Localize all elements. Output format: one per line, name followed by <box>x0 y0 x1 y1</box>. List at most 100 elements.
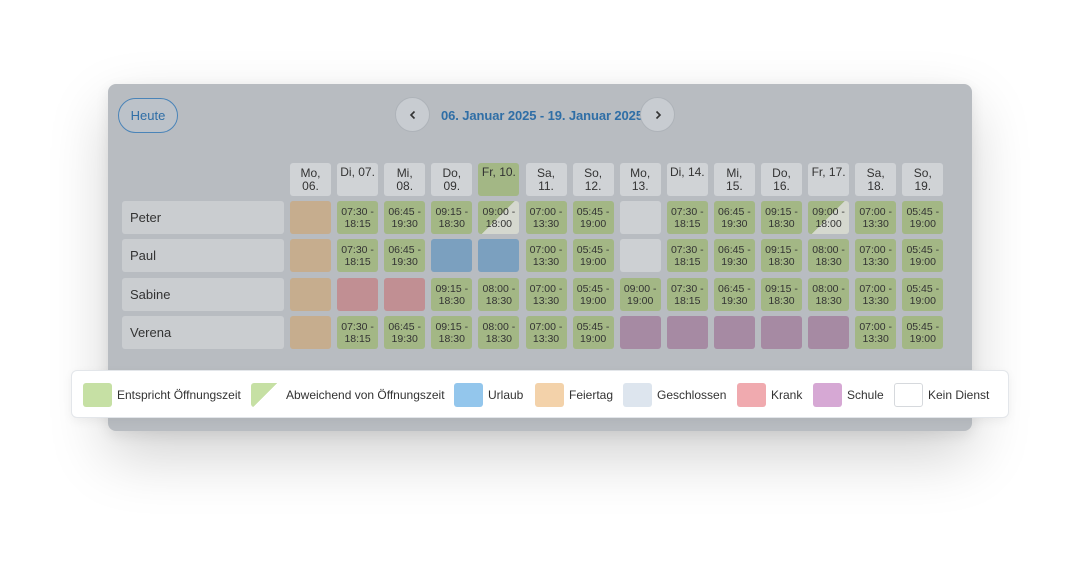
shift-cell-open[interactable]: 05:45 -19:00 <box>902 316 944 349</box>
shift-cell-open[interactable]: 08:00 -18:30 <box>808 278 850 311</box>
shift-end-time: 19:30 <box>721 255 748 268</box>
day-header-line2: 16. <box>773 178 790 193</box>
shift-cell-abweichend[interactable]: 09:00 -18:00 <box>808 201 850 234</box>
shift-start-time: 07:00 - <box>859 320 893 333</box>
shift-cell-open[interactable]: 07:30 -18:15 <box>337 201 379 234</box>
shift-cell-open[interactable]: 07:00 -13:30 <box>855 316 897 349</box>
shift-cell-open[interactable]: 07:00 -13:30 <box>525 239 567 272</box>
shift-cell-open[interactable]: 07:30 -18:15 <box>666 239 708 272</box>
shift-cell-open[interactable]: 07:00 -13:30 <box>525 278 567 311</box>
shift-cell-open[interactable]: 08:00 -18:30 <box>478 278 520 311</box>
shift-cell-open[interactable]: 09:15 -18:30 <box>761 239 802 272</box>
shift-end-time: 13:30 <box>862 332 889 345</box>
shift-cell-open[interactable]: 06:45 -19:30 <box>713 201 755 234</box>
next-period-button[interactable] <box>640 97 675 132</box>
shift-end-time: 19:30 <box>391 255 418 268</box>
shift-cell-schule[interactable] <box>713 316 755 349</box>
shift-cell-open[interactable]: 09:15 -18:30 <box>431 201 473 234</box>
day-header: Di, 07. <box>337 163 379 196</box>
shift-cell-open[interactable]: 07:00 -13:30 <box>855 278 897 311</box>
shift-cell-feiertag[interactable] <box>290 201 331 234</box>
shift-cell-open[interactable]: 09:15 -18:30 <box>761 278 802 311</box>
shift-end-time: 19:30 <box>721 217 748 230</box>
employee-name: Peter <box>122 201 284 234</box>
shift-cell-open[interactable]: 07:00 -13:30 <box>525 316 567 349</box>
shift-cell-open[interactable]: 07:00 -13:30 <box>525 201 567 234</box>
shift-cell-urlaub[interactable] <box>431 239 473 272</box>
shift-cell-open[interactable]: 06:45 -19:30 <box>384 201 426 234</box>
shift-cell-feiertag[interactable] <box>290 239 331 272</box>
shift-cell-open[interactable]: 05:45 -19:00 <box>902 239 944 272</box>
shift-cell-open[interactable]: 09:00 -19:00 <box>619 278 661 311</box>
shift-cell-open[interactable]: 05:45 -19:00 <box>572 278 614 311</box>
shift-cell-feiertag[interactable] <box>290 278 331 311</box>
shift-cell-open[interactable]: 06:45 -19:30 <box>384 239 426 272</box>
shift-cell-open[interactable]: 05:45 -19:00 <box>572 239 614 272</box>
shift-start-time: 09:15 - <box>765 205 798 218</box>
shift-cell-open[interactable]: 05:45 -19:00 <box>572 316 614 349</box>
shift-cell-open[interactable]: 07:30 -18:15 <box>337 316 379 349</box>
day-header-line1: So, <box>584 165 603 180</box>
shift-end-time: 19:00 <box>627 294 654 307</box>
shift-cell-open[interactable]: 08:00 -18:30 <box>478 316 520 349</box>
day-header-line2: 13. <box>631 178 649 193</box>
today-button[interactable]: Heute <box>118 98 178 133</box>
shift-cell-open[interactable]: 06:45 -19:30 <box>713 239 755 272</box>
shift-end-time: 18:30 <box>815 255 842 268</box>
shift-start-time: 07:00 - <box>859 205 893 218</box>
shift-start-time: 05:45 - <box>576 243 610 256</box>
day-header-line2: 08. <box>396 178 414 193</box>
legend-swatch-feiertag <box>535 383 564 407</box>
shift-end-time: 18:15 <box>344 217 371 230</box>
legend-swatch-open <box>83 383 112 407</box>
day-header-line1: Fr, 10. <box>481 165 516 179</box>
shift-start-time: 08:00 - <box>482 282 516 295</box>
shift-cell-open[interactable]: 09:15 -18:30 <box>761 201 802 234</box>
shift-cell-open[interactable]: 07:30 -18:15 <box>337 239 379 272</box>
day-header-line1: Mo, <box>300 165 321 180</box>
shift-end-time: 19:00 <box>579 294 607 307</box>
shift-cell-open[interactable]: 05:45 -19:00 <box>902 201 944 234</box>
shift-cell-schule[interactable] <box>619 316 661 349</box>
shift-cell-open[interactable]: 07:00 -13:30 <box>855 201 897 234</box>
shift-cell-krank[interactable] <box>384 278 426 311</box>
shift-cell-abweichend[interactable]: 09:00 -18:00 <box>478 201 520 234</box>
shift-cell-geschlossen[interactable] <box>619 201 661 234</box>
shift-cell-feiertag[interactable] <box>290 316 331 349</box>
legend-label-abweichend: Abweichend von Öffnungszeit <box>286 388 445 402</box>
shift-cell-open[interactable]: 09:15 -18:30 <box>431 316 473 349</box>
shift-cell-open[interactable]: 07:30 -18:15 <box>666 278 708 311</box>
shift-end-time: 19:00 <box>909 255 936 268</box>
shift-cell-schule[interactable] <box>761 316 802 349</box>
day-header-line1: Do, <box>772 165 791 180</box>
previous-period-button[interactable] <box>395 97 430 132</box>
shift-start-time: 06:45 - <box>718 205 751 218</box>
day-header-line2: 12. <box>584 178 602 193</box>
shift-start-time: 07:00 - <box>529 205 563 218</box>
shift-cell-open[interactable]: 07:30 -18:15 <box>666 201 708 234</box>
shift-cell-schule[interactable] <box>808 316 850 349</box>
shift-cell-open[interactable]: 08:00 -18:30 <box>808 239 850 272</box>
shift-cell-open[interactable]: 06:45 -19:30 <box>713 278 755 311</box>
shift-end-time: 19:30 <box>721 294 748 307</box>
day-header-line2: 15. <box>726 178 743 193</box>
shift-cell-open[interactable]: 05:45 -19:00 <box>572 201 614 234</box>
day-header-line1: Sa, <box>866 165 885 180</box>
shift-cell-schule[interactable] <box>666 316 708 349</box>
shift-cell-krank[interactable] <box>337 278 379 311</box>
day-header-line2: 19. <box>914 178 932 193</box>
shift-end-time: 18:30 <box>768 294 795 307</box>
day-header-line1: Do, <box>442 165 462 180</box>
shift-end-time: 13:30 <box>862 217 889 230</box>
shift-start-time: 08:00 - <box>812 282 845 295</box>
shift-cell-open[interactable]: 05:45 -19:00 <box>902 278 944 311</box>
shift-cell-open[interactable]: 09:15 -18:30 <box>431 278 473 311</box>
shift-cell-geschlossen[interactable] <box>619 239 661 272</box>
shift-cell-urlaub[interactable] <box>478 239 520 272</box>
shift-cell-open[interactable]: 07:00 -13:30 <box>855 239 897 272</box>
day-header: Sa, 18. <box>855 163 897 196</box>
legend-swatch-urlaub <box>454 383 483 407</box>
legend-label-schule: Schule <box>847 388 884 402</box>
shift-cell-open[interactable]: 06:45 -19:30 <box>384 316 426 349</box>
shift-start-time: 07:00 - <box>859 243 893 256</box>
